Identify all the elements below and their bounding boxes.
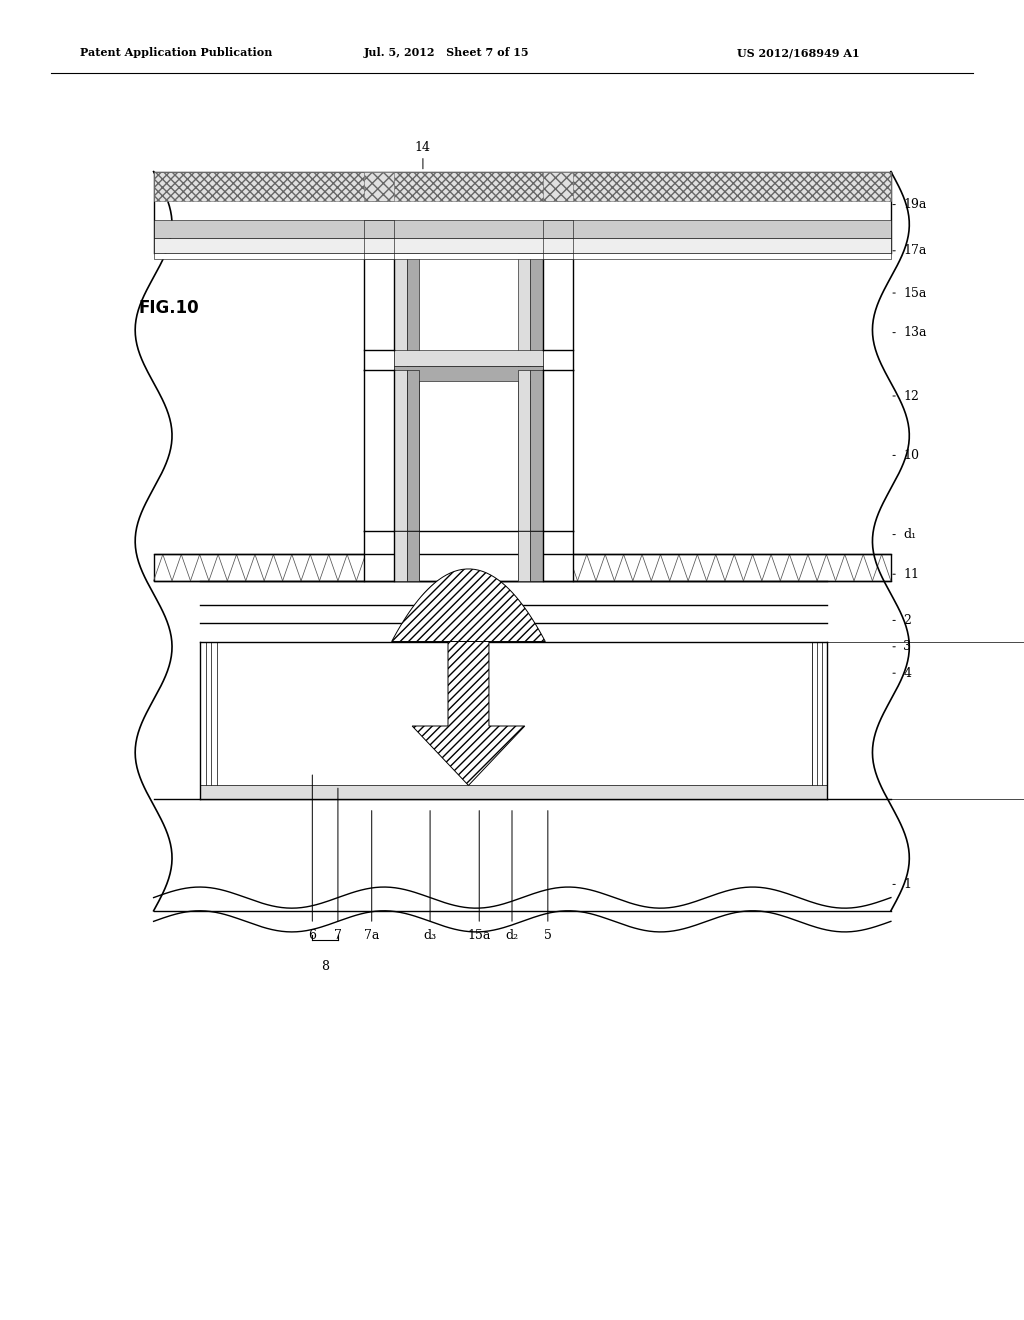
Bar	[364, 531, 394, 581]
Bar	[543, 531, 573, 581]
Bar	[154, 172, 891, 201]
Text: 14: 14	[415, 141, 431, 154]
Text: 2: 2	[903, 614, 911, 627]
Bar	[543, 370, 573, 531]
Bar	[543, 220, 573, 238]
Text: Patent Application Publication: Patent Application Publication	[80, 48, 272, 58]
Text: 12: 12	[903, 389, 920, 403]
Text: d₃: d₃	[424, 929, 436, 942]
Text: d₁: d₁	[903, 528, 916, 541]
Text: 1: 1	[903, 878, 911, 891]
Bar	[543, 238, 573, 253]
Bar	[364, 220, 394, 238]
Bar	[200, 642, 217, 799]
Bar	[154, 799, 891, 911]
Text: 7: 7	[334, 929, 342, 942]
Text: FIG.10: FIG.10	[138, 298, 199, 317]
Bar	[154, 220, 891, 238]
Bar	[394, 366, 543, 381]
Bar	[154, 554, 891, 581]
Bar	[394, 370, 407, 531]
Bar	[364, 172, 394, 201]
Bar	[154, 253, 891, 259]
Polygon shape	[391, 569, 545, 642]
Bar	[394, 253, 407, 581]
Bar	[530, 370, 543, 531]
Bar	[812, 642, 827, 799]
Bar	[364, 370, 394, 531]
Polygon shape	[412, 642, 525, 785]
Text: 15a: 15a	[468, 929, 490, 942]
Bar	[407, 253, 419, 581]
Bar	[364, 350, 573, 370]
Bar	[530, 253, 543, 581]
Bar	[573, 172, 891, 253]
Bar	[543, 253, 573, 259]
Bar	[154, 172, 364, 253]
Text: d₂: d₂	[506, 929, 518, 942]
Bar	[364, 253, 394, 370]
Bar	[364, 253, 394, 259]
Bar	[364, 172, 573, 253]
Bar	[364, 238, 394, 253]
Text: US 2012/168949 A1: US 2012/168949 A1	[737, 48, 860, 58]
Bar	[530, 531, 543, 581]
Bar	[543, 253, 573, 370]
Text: 15a: 15a	[903, 286, 927, 300]
Bar	[394, 350, 543, 366]
Bar	[200, 785, 827, 799]
Bar	[407, 531, 530, 581]
Bar	[217, 642, 812, 785]
Bar	[543, 172, 573, 201]
Text: 6: 6	[308, 929, 316, 942]
Text: 17a: 17a	[903, 244, 927, 257]
Bar	[812, 642, 1024, 799]
Bar	[407, 531, 419, 581]
Text: 3: 3	[903, 640, 911, 653]
Bar	[518, 531, 530, 581]
Text: 13a: 13a	[903, 326, 927, 339]
Bar	[518, 253, 530, 581]
Text: 8: 8	[322, 960, 329, 973]
Bar	[394, 531, 407, 581]
Text: 7a: 7a	[364, 929, 380, 942]
Text: 11: 11	[903, 568, 920, 581]
Bar	[518, 370, 530, 531]
Bar	[407, 370, 419, 531]
Text: Jul. 5, 2012   Sheet 7 of 15: Jul. 5, 2012 Sheet 7 of 15	[364, 48, 529, 58]
Text: 19a: 19a	[903, 198, 927, 211]
Text: 4: 4	[903, 667, 911, 680]
Text: 10: 10	[903, 449, 920, 462]
Text: 5: 5	[544, 929, 552, 942]
Bar	[407, 370, 530, 531]
Bar	[154, 238, 891, 253]
